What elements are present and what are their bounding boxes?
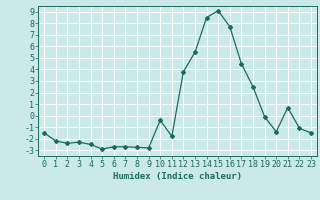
X-axis label: Humidex (Indice chaleur): Humidex (Indice chaleur) (113, 172, 242, 181)
